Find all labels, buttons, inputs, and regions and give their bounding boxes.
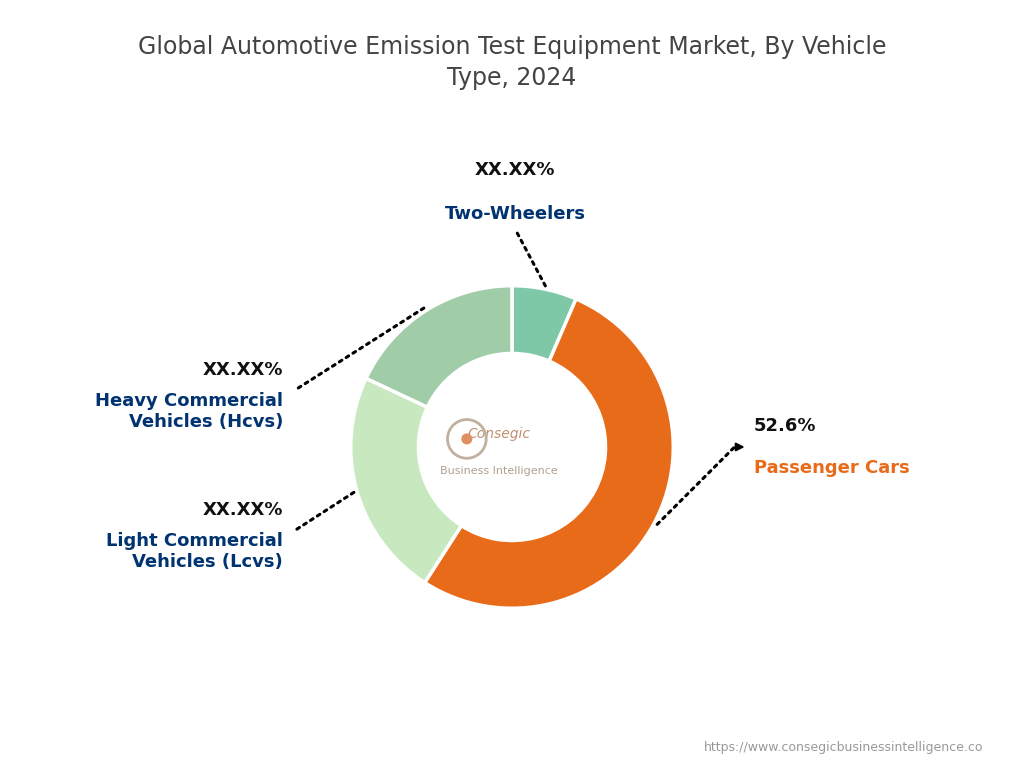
Text: 52.6%: 52.6%	[754, 417, 816, 435]
Wedge shape	[512, 286, 577, 361]
Text: Passenger Cars: Passenger Cars	[754, 459, 909, 477]
Text: XX.XX%: XX.XX%	[203, 360, 283, 379]
Text: Light Commercial
Vehicles (Lcvs): Light Commercial Vehicles (Lcvs)	[106, 532, 283, 571]
Text: Heavy Commercial
Vehicles (Hcvs): Heavy Commercial Vehicles (Hcvs)	[95, 392, 283, 431]
Text: XX.XX%: XX.XX%	[203, 501, 283, 519]
Wedge shape	[425, 299, 673, 608]
Text: Two-Wheelers: Two-Wheelers	[444, 205, 586, 223]
Wedge shape	[366, 286, 512, 407]
Circle shape	[462, 434, 472, 444]
Text: https://www.consegicbusinessintelligence.co: https://www.consegicbusinessintelligence…	[703, 741, 983, 754]
Text: Business Intelligence: Business Intelligence	[440, 466, 558, 476]
Text: Consegic: Consegic	[468, 427, 530, 441]
Text: Global Automotive Emission Test Equipment Market, By Vehicle
Type, 2024: Global Automotive Emission Test Equipmen…	[138, 35, 886, 90]
Wedge shape	[351, 379, 462, 583]
Text: XX.XX%: XX.XX%	[475, 161, 555, 179]
